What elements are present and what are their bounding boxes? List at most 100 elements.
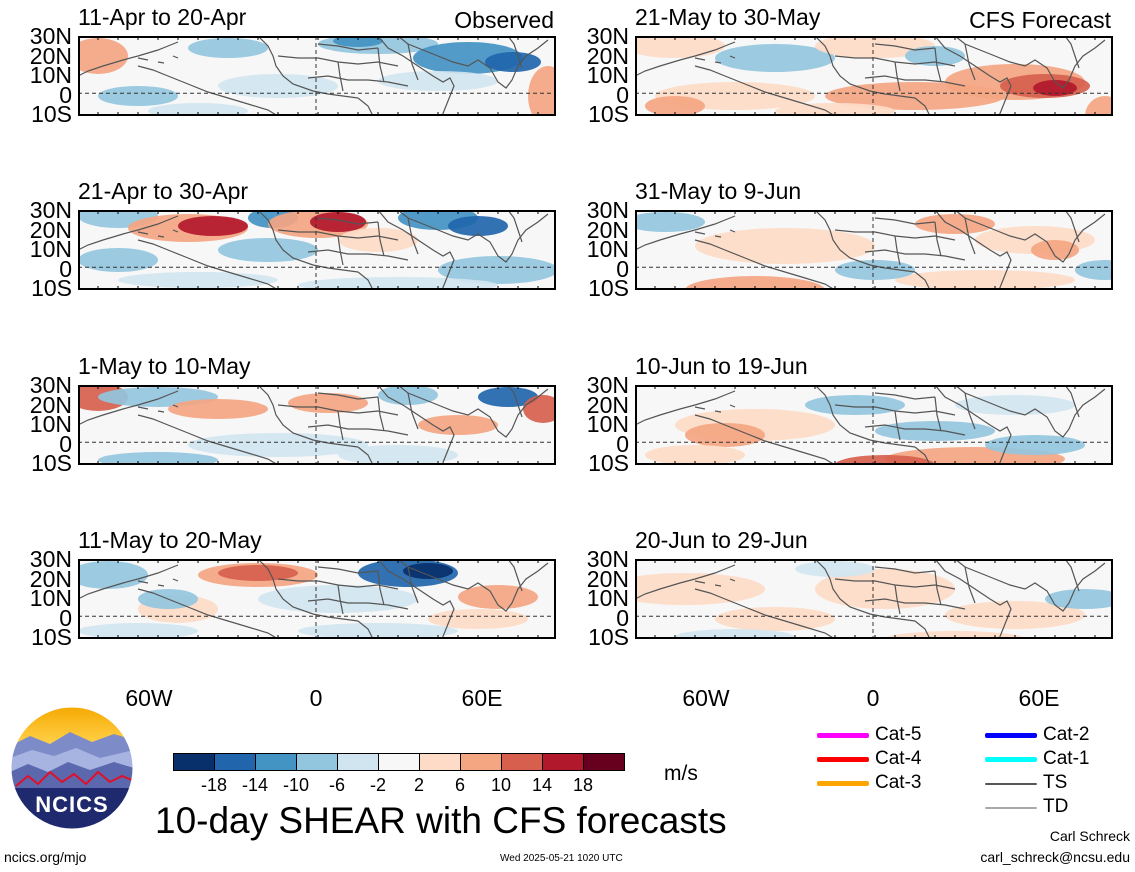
coastline [934,36,1012,116]
coastline [507,559,523,592]
panel-title: 21-Apr to 30-Apr [78,178,249,204]
footer-link[interactable]: ncics.org/mjo [4,849,87,865]
shear-field [78,36,556,116]
shear-map [78,559,556,639]
shear-field [635,559,1113,639]
colorbar-swatch [419,753,461,771]
shear-field [78,559,556,639]
colorbar-tick-label: -10 [282,775,309,795]
author-email[interactable]: carl_schreck@ncsu.edu [980,849,1130,865]
coastline [1064,210,1080,243]
y-axis-label: 10S [588,624,629,650]
x-axis-label: 60E [461,685,503,711]
footer-timestamp: Wed 2025-05-21 1020 UTC [500,853,623,864]
legend-label: TD [1043,796,1069,817]
coastline [407,43,419,81]
coastline [954,559,1106,612]
coastline [507,36,523,69]
coastline [397,36,549,89]
shear-field [78,385,556,465]
legend-label: Cat-4 [875,748,922,769]
x-axis-label: 60E [1018,685,1060,711]
shear-contour [635,212,705,232]
y-axis-label: 10N [586,236,629,262]
colorbar-tick-label: -2 [369,775,386,795]
y-axis-label: 0 [59,604,72,631]
shear-contour [795,561,875,577]
shear-contour [418,415,498,435]
coastline [507,385,523,418]
colorbar-tick-label: -18 [200,775,227,795]
y-axis-label: 10S [31,624,72,650]
panel-title: 31-May to 9-Jun [635,178,802,204]
shear-contour [458,585,538,609]
coastline [1064,559,1080,592]
shear-contour [528,66,556,116]
y-axis-label: 10S [588,101,629,127]
coastline [864,249,966,261]
shear-contour [178,216,248,236]
coastline [694,414,836,465]
coastline [137,404,179,413]
shear-contour [403,563,453,579]
shear-contour [805,395,905,415]
coastline [78,390,179,426]
shear-contour [1045,589,1113,609]
coastline [694,55,736,64]
y-axis-label: 0 [59,430,72,457]
legend-label: Cat-1 [1043,748,1090,769]
shear-contour [875,421,995,441]
coastline [337,235,344,266]
shear-contour [645,96,705,116]
shear-field [78,210,556,290]
coastline [377,47,385,83]
coastline [934,570,942,606]
coastline [635,215,736,251]
coastline [635,564,736,600]
coastline [635,41,736,77]
x-axis-label: 0 [866,685,880,711]
shear-contour [428,609,528,629]
shear-contour [815,569,955,609]
coastline [1064,385,1080,418]
coastline [357,271,374,290]
y-axis-label: 30N [586,372,629,398]
shear-map [635,36,1113,116]
shear-contour [895,270,1075,290]
y-axis-label: 20N [29,391,72,418]
coastline [337,584,344,615]
shear-contour [1085,96,1113,116]
panel-tag: Observed [454,7,554,33]
colorbar-tick-label: -6 [328,775,345,795]
coastline [934,385,1012,465]
coastline [137,55,179,64]
coastline [407,217,419,255]
shear-contour [338,228,418,252]
y-axis-label: 0 [59,255,72,282]
shear-contour [635,36,725,58]
coastline [257,385,359,448]
y-axis-label: 0 [616,604,629,631]
coastline [954,385,1106,438]
legend-line-cat-1 [985,757,1037,762]
shear-contour [835,455,935,465]
shear-contour [188,38,268,58]
colorbar-tick-label: -14 [241,775,268,795]
shear-contour [338,445,458,465]
shear-field [635,385,1113,465]
coastline [864,598,966,610]
legend-label: Cat-5 [875,724,922,745]
shear-contour [915,214,995,234]
y-axis-label: 30N [29,546,72,572]
legend-line-td [985,807,1037,809]
y-axis-label: 0 [616,255,629,282]
coastline [307,249,409,261]
coastline [635,390,736,426]
shear-contour [715,44,835,72]
coastline [357,446,374,465]
panel-title: 11-Apr to 20-Apr [78,4,247,30]
y-axis-label: 10N [586,62,629,88]
colorbar-swatch [501,753,543,771]
colorbar-swatch [296,753,338,771]
coastline [1064,36,1080,69]
